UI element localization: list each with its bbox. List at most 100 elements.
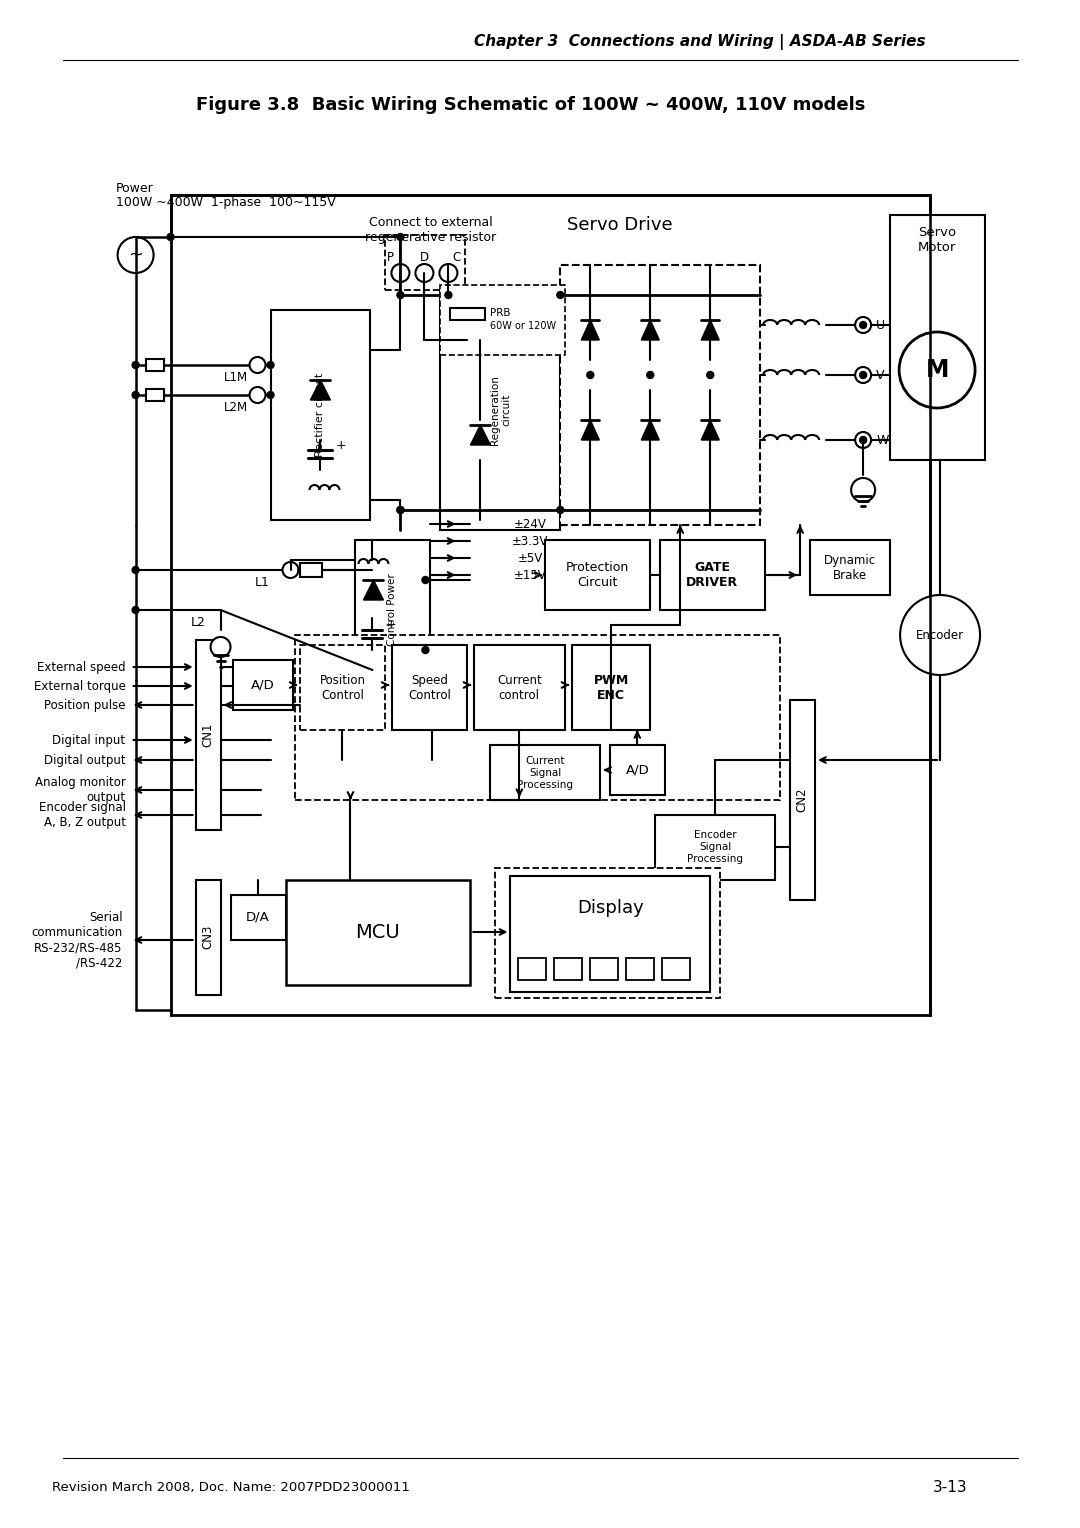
Bar [518, 958, 546, 979]
Text: Current
control: Current control [497, 674, 542, 701]
Text: V: V [876, 368, 885, 382]
Polygon shape [471, 425, 490, 445]
Polygon shape [581, 319, 599, 341]
Bar [300, 562, 323, 578]
Polygon shape [581, 420, 599, 440]
Text: C: C [453, 251, 460, 263]
Text: GATE
DRIVER: GATE DRIVER [686, 561, 739, 588]
Text: D/A: D/A [245, 911, 269, 923]
Polygon shape [642, 420, 659, 440]
Circle shape [855, 367, 872, 384]
Text: Serial
communication
RS-232/RS-485
/RS-422: Serial communication RS-232/RS-485 /RS-4… [31, 911, 123, 969]
Circle shape [860, 437, 866, 443]
Circle shape [440, 264, 458, 283]
Text: Display: Display [577, 898, 644, 917]
Circle shape [900, 594, 980, 675]
Text: Speed
Control: Speed Control [408, 674, 450, 701]
Circle shape [283, 562, 298, 578]
Text: Current
Signal
Processing: Current Signal Processing [517, 756, 573, 790]
Text: Encoder
Signal
Processing: Encoder Signal Processing [687, 830, 743, 863]
Text: Figure 3.8  Basic Wiring Schematic of 100W ~ 400W, 110V models: Figure 3.8 Basic Wiring Schematic of 100… [195, 96, 865, 115]
Text: ~: ~ [129, 246, 144, 264]
Text: External speed: External speed [37, 660, 125, 674]
Bar [610, 746, 665, 795]
Text: Encoder signal
A, B, Z output: Encoder signal A, B, Z output [39, 801, 125, 830]
Bar [392, 645, 468, 730]
Bar [545, 539, 650, 610]
Text: L1M: L1M [224, 370, 247, 384]
Circle shape [249, 358, 266, 373]
Bar [660, 539, 766, 610]
Bar [146, 390, 163, 400]
Bar [450, 309, 485, 319]
Circle shape [391, 264, 409, 283]
Text: Rectifier circuit: Rectifier circuit [315, 373, 325, 457]
Bar [146, 359, 163, 371]
Text: Connect to external: Connect to external [368, 215, 492, 229]
Circle shape [132, 567, 139, 573]
Bar [285, 880, 471, 986]
Circle shape [267, 362, 274, 368]
Circle shape [249, 387, 266, 403]
Bar [561, 264, 760, 526]
Text: U: U [876, 318, 886, 332]
Circle shape [397, 506, 404, 513]
Text: MCU: MCU [355, 923, 400, 941]
Circle shape [397, 234, 404, 240]
Circle shape [422, 576, 429, 584]
Text: P: P [387, 251, 394, 263]
Text: CN1: CN1 [201, 723, 214, 747]
Text: CN3: CN3 [201, 924, 214, 949]
Text: 100W ~400W  1-phase  100~115V: 100W ~400W 1-phase 100~115V [116, 196, 336, 208]
Circle shape [557, 292, 564, 298]
Text: Power: Power [116, 182, 153, 194]
Circle shape [132, 362, 139, 368]
Text: ±24V: ±24V [514, 518, 546, 530]
Polygon shape [364, 581, 383, 601]
Text: PRB: PRB [490, 309, 511, 318]
Text: L1: L1 [255, 576, 270, 588]
Text: CN2: CN2 [796, 788, 809, 813]
Polygon shape [701, 420, 719, 440]
Polygon shape [701, 319, 719, 341]
Bar [230, 895, 285, 940]
Circle shape [132, 607, 139, 614]
Circle shape [860, 321, 866, 329]
Circle shape [118, 237, 153, 274]
Text: Dynamic
Brake: Dynamic Brake [824, 555, 876, 582]
Circle shape [211, 637, 230, 657]
Bar [386, 235, 465, 290]
Bar [890, 215, 985, 460]
Bar [441, 290, 561, 530]
Circle shape [416, 264, 433, 283]
Text: Encoder: Encoder [916, 628, 964, 642]
Bar [591, 958, 618, 979]
Bar [791, 700, 815, 900]
Text: Control Power: Control Power [388, 573, 397, 646]
Text: Digital output: Digital output [44, 753, 125, 767]
Polygon shape [642, 319, 659, 341]
Bar [656, 814, 775, 880]
Circle shape [647, 371, 653, 379]
Bar [171, 196, 930, 1015]
Text: Position pulse: Position pulse [44, 698, 125, 712]
Polygon shape [310, 380, 330, 400]
Circle shape [860, 371, 866, 379]
Circle shape [397, 292, 404, 298]
Text: External torque: External torque [33, 680, 125, 692]
Text: +: + [335, 439, 346, 451]
Circle shape [586, 371, 594, 379]
Text: PWM
ENC: PWM ENC [594, 674, 629, 701]
Circle shape [855, 316, 872, 333]
Bar [554, 958, 582, 979]
Circle shape [397, 506, 404, 513]
Text: L2: L2 [191, 616, 206, 628]
Circle shape [267, 391, 274, 399]
Text: Regeneration
circuit: Regeneration circuit [489, 374, 511, 445]
Bar [490, 746, 600, 801]
Text: ±15V: ±15V [514, 568, 546, 582]
Text: 60W or 120W: 60W or 120W [490, 321, 556, 332]
Bar [300, 645, 386, 730]
Bar [441, 286, 565, 354]
Text: 3-13: 3-13 [933, 1479, 968, 1494]
